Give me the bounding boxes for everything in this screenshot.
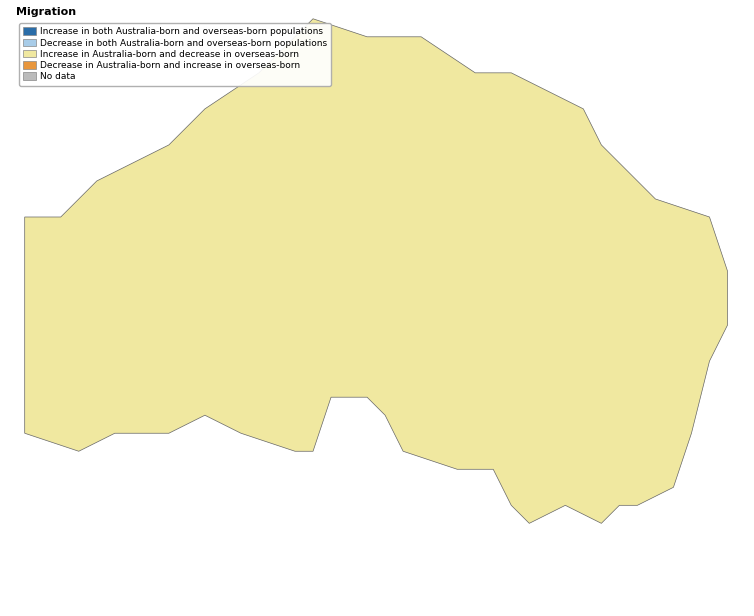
Polygon shape	[25, 18, 728, 524]
Legend: Increase in both Australia‑born and overseas‑born populations, Decrease in both : Increase in both Australia‑born and over…	[19, 23, 331, 86]
Text: Migration: Migration	[16, 7, 76, 17]
